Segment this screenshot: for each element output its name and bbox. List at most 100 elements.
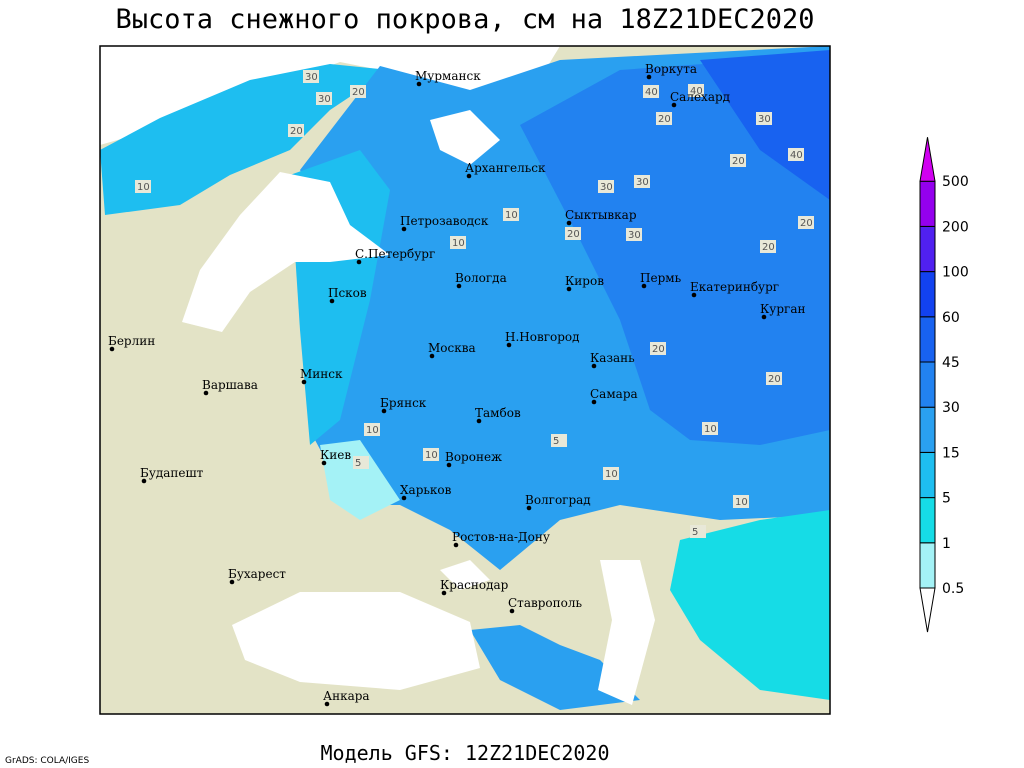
city-label: Варшава <box>202 378 258 392</box>
contour-label: 30 <box>600 182 613 193</box>
contour-label-box <box>702 422 718 435</box>
city-dot <box>456 283 462 289</box>
city-dot <box>506 342 512 348</box>
colorbar-segment <box>919 406 936 453</box>
contour-label-box <box>798 216 814 229</box>
city-label: Казань <box>590 351 635 365</box>
city-label: Брянск <box>380 396 427 410</box>
colorbar-label: 60 <box>942 310 960 326</box>
snow <box>520 55 830 445</box>
city-label: Воронеж <box>445 450 502 464</box>
contour-label: 5 <box>553 436 559 447</box>
city-dot <box>416 81 422 87</box>
contour-label-box <box>690 525 706 538</box>
contour-label: 20 <box>800 218 813 229</box>
city-dot <box>453 542 459 548</box>
contour-label: 30 <box>758 114 771 125</box>
colorbar-label: 200 <box>942 219 969 235</box>
contour-label-box <box>503 208 519 221</box>
contour-label: 20 <box>290 126 303 137</box>
contour-label-box <box>303 70 319 83</box>
contour-label: 20 <box>768 374 781 385</box>
city-dot <box>109 346 115 352</box>
city-label: Бухарест <box>228 567 286 581</box>
city-label: Краснодар <box>440 578 509 592</box>
city-dot <box>466 173 472 179</box>
colorbar-segment <box>919 316 936 363</box>
city-label: Петрозаводск <box>400 214 489 228</box>
contour-label-box <box>364 423 380 436</box>
city-dot <box>141 478 147 484</box>
city-dot <box>591 399 597 405</box>
contour-label-box <box>350 85 366 98</box>
city-label: Вологда <box>455 271 507 285</box>
contour-label: 10 <box>137 182 150 193</box>
colorbar-label: 500 <box>942 174 969 190</box>
colorbar-label: 45 <box>942 355 960 371</box>
contour-label: 20 <box>652 344 665 355</box>
contour-label-box <box>450 236 466 249</box>
colorbar-end <box>919 587 936 633</box>
city-dot <box>324 701 330 707</box>
sea <box>100 46 560 145</box>
city-dot <box>446 462 452 468</box>
city-dot <box>761 314 767 320</box>
city-dot <box>671 102 677 108</box>
contour-label: 5 <box>692 527 698 538</box>
city-label: Киев <box>320 448 351 462</box>
colorbar-label: 5 <box>942 491 951 507</box>
sea <box>430 110 500 165</box>
city-dot <box>356 259 362 265</box>
contour-label: 20 <box>658 114 671 125</box>
city-dot <box>381 408 387 414</box>
city-label: Пермь <box>640 271 682 285</box>
city-dot <box>329 298 335 304</box>
contour-label: 40 <box>690 86 703 97</box>
contour-label: 30 <box>318 94 331 105</box>
contour-label-box <box>650 342 666 355</box>
city-label: Ставрополь <box>508 596 582 610</box>
city-label: Будапешт <box>140 466 204 480</box>
cities: Мурманск Воркута Салехард Архангельск Петроз… <box>108 62 805 707</box>
contour-label: 5 <box>355 458 361 469</box>
contour-label-box <box>656 112 672 125</box>
city-label: Берлин <box>108 334 155 348</box>
colorbar-label: 15 <box>942 445 960 461</box>
city-dot <box>301 379 307 385</box>
map-frame <box>99 45 831 715</box>
city-dot <box>591 363 597 369</box>
city-label: Архангельск <box>465 161 546 175</box>
city-label: Мурманск <box>415 69 481 83</box>
city-label: С.Петербург <box>355 247 435 261</box>
sea <box>182 172 390 332</box>
contour-label-box <box>634 175 650 188</box>
contour-label-box <box>733 495 749 508</box>
city-dot <box>401 226 407 232</box>
city-label: Киров <box>565 274 604 288</box>
contour-label-box <box>316 92 332 105</box>
contour-label-box <box>603 467 619 480</box>
contour-label-box <box>551 434 567 447</box>
city-label: Курган <box>760 302 805 316</box>
city-dot <box>566 220 572 226</box>
sea <box>440 560 490 590</box>
contour-label-box <box>565 227 581 240</box>
city-dot <box>691 292 697 298</box>
city-dot <box>646 74 652 80</box>
contour-label: 10 <box>704 424 717 435</box>
city-label: Псков <box>328 286 367 300</box>
contour-label: 20 <box>567 229 580 240</box>
contour-label: 20 <box>732 156 745 167</box>
city-label: Ростов-на-Дону <box>452 530 550 544</box>
city-dot <box>429 353 435 359</box>
city-dot <box>229 579 235 585</box>
contour-label-box <box>766 372 782 385</box>
contour-label: 10 <box>735 497 748 508</box>
city-label: Салехард <box>670 90 730 104</box>
contour-label-box <box>643 85 659 98</box>
